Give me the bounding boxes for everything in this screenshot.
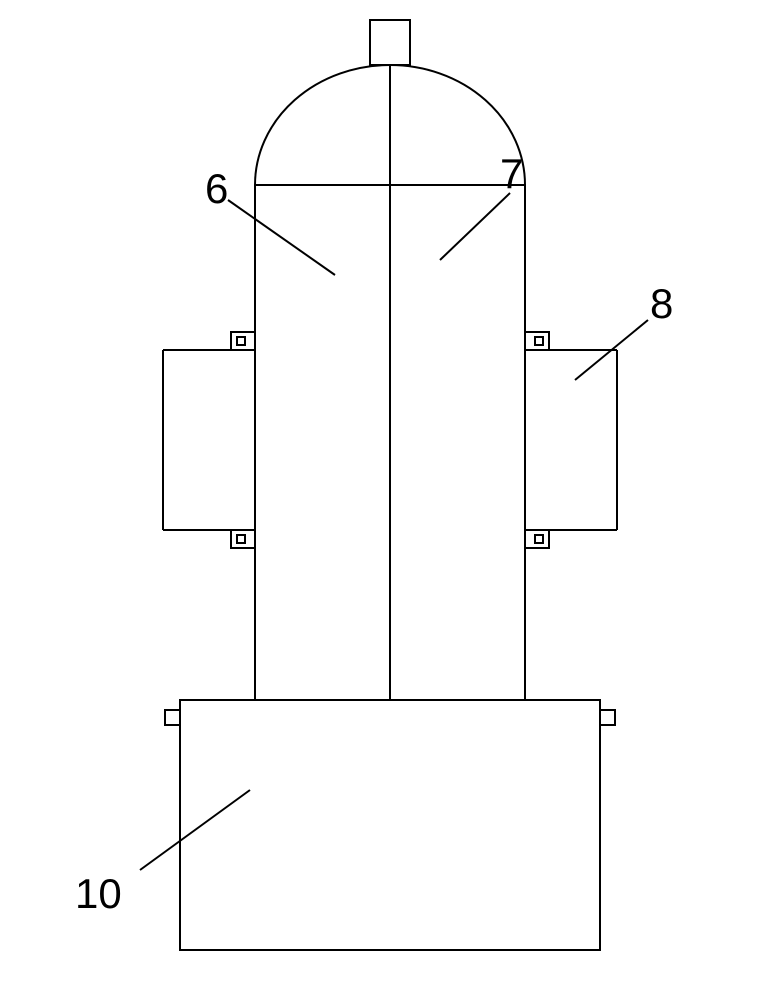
base-tab-right xyxy=(600,710,615,725)
leader-10 xyxy=(140,790,250,870)
base-box xyxy=(180,700,600,950)
diagram-svg xyxy=(0,0,774,1000)
label-6: 6 xyxy=(205,165,228,213)
top-nozzle xyxy=(370,20,410,65)
base-tab-left xyxy=(165,710,180,725)
leader-6 xyxy=(228,200,335,275)
label-10: 10 xyxy=(75,870,122,918)
right-arm xyxy=(525,332,617,548)
left-arm xyxy=(163,332,255,548)
label-8: 8 xyxy=(650,280,673,328)
label-7: 7 xyxy=(500,150,523,198)
leader-7 xyxy=(440,193,510,260)
